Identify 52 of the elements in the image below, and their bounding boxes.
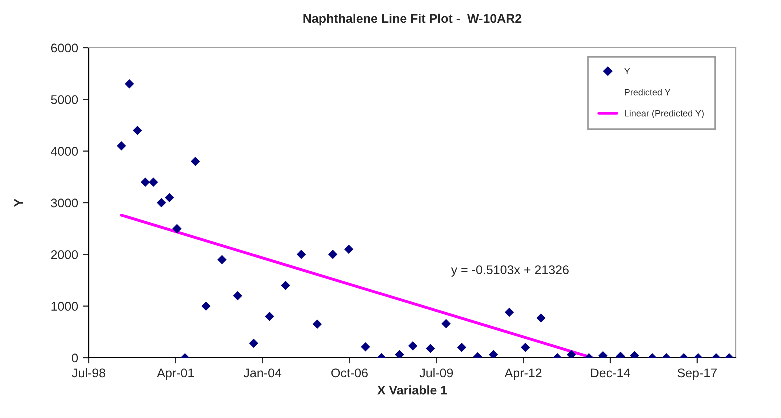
point	[395, 350, 404, 358]
x-tick-label: Apr-12	[504, 368, 542, 380]
point	[133, 126, 142, 136]
legend-label: Y	[624, 68, 630, 75]
point	[488, 350, 498, 358]
y-tick-label: 5000	[51, 95, 78, 104]
point	[172, 224, 182, 234]
point	[149, 178, 158, 187]
point	[312, 320, 322, 330]
x-tick-label: Sep-17	[678, 368, 717, 380]
y-tick-label: 2000	[51, 250, 78, 260]
y-tick-label: 1000	[52, 302, 78, 311]
point	[296, 250, 306, 260]
x-tick-label: Jan-04	[244, 368, 282, 378]
y-tick-label: 4000	[51, 147, 78, 156]
point	[361, 342, 370, 352]
x-tick-label: Jul-98	[72, 368, 106, 378]
x-tick-label: Dec-14	[591, 368, 630, 378]
point	[281, 281, 290, 290]
point	[165, 193, 174, 202]
point	[504, 308, 514, 318]
point	[408, 342, 418, 351]
text: Predicted Y	[625, 89, 671, 96]
point	[442, 319, 451, 329]
point	[457, 343, 467, 352]
y-tick-label: 6000	[51, 44, 78, 53]
point	[190, 157, 200, 166]
point	[218, 255, 227, 264]
x-tick-label: Apr-01	[157, 368, 194, 380]
point	[140, 178, 150, 187]
point	[344, 244, 354, 254]
y-tick-label: 0	[72, 354, 78, 363]
point	[520, 343, 530, 352]
point	[125, 80, 134, 89]
x-axis-title: X Variable 1	[378, 386, 448, 395]
point	[233, 291, 242, 301]
legend-label: Linear (Predicted Y)	[625, 110, 704, 119]
point	[265, 312, 274, 322]
point	[426, 344, 436, 354]
x-tick-label: Jul-09	[420, 368, 454, 378]
annotation: y = -0.5103x + 21326	[451, 266, 569, 277]
point	[202, 302, 211, 311]
point	[328, 250, 338, 260]
y-axis-title: Y	[14, 199, 24, 207]
point	[117, 142, 126, 151]
y-tick-label: 3000	[51, 198, 78, 208]
point	[566, 350, 576, 358]
chart-title: Naphthalene Line Fit Plot - W-10AR2	[304, 14, 522, 26]
point	[157, 198, 166, 208]
x-tick-label: Oct-06	[332, 368, 368, 378]
point	[249, 338, 258, 348]
point	[536, 314, 546, 323]
